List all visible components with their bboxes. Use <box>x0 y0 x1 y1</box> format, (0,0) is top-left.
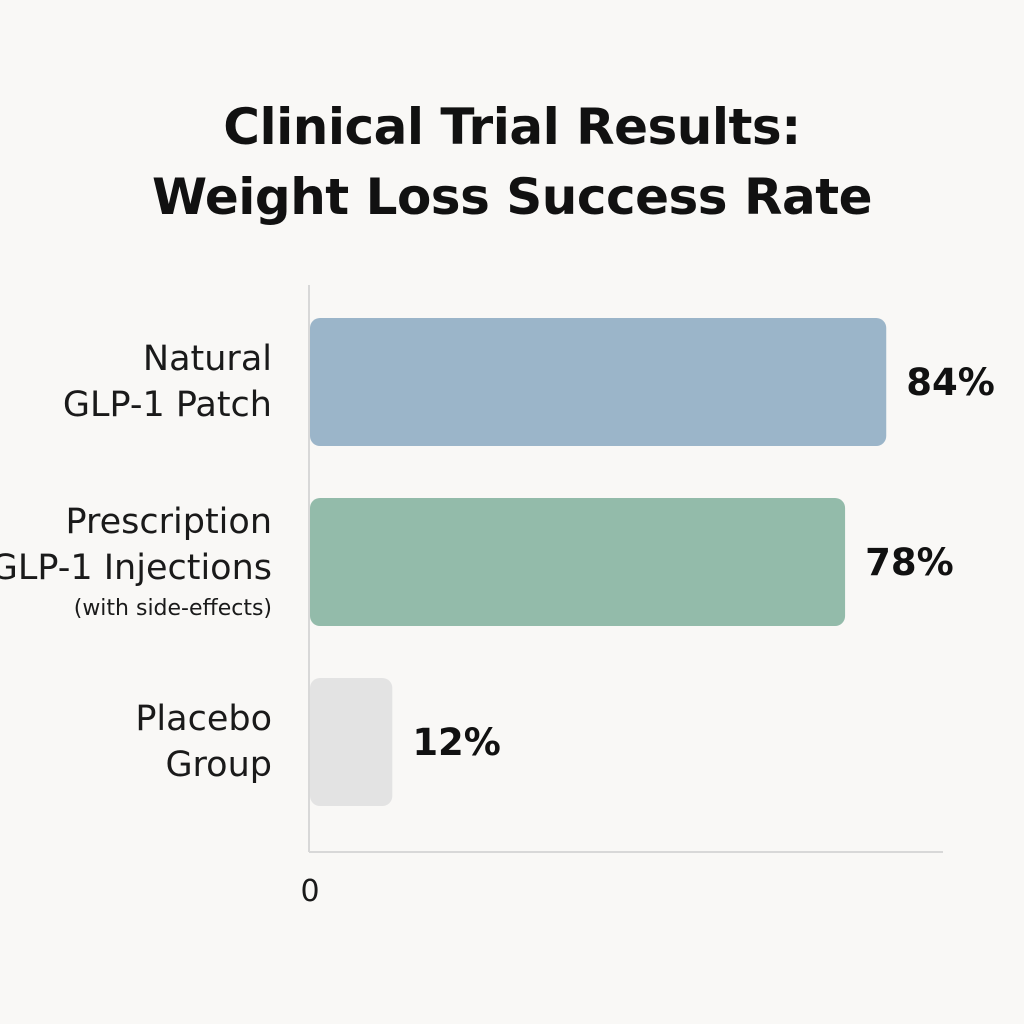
category-label: Group <box>165 745 272 785</box>
chart-title-line-1: Clinical Trial Results: <box>223 98 801 156</box>
bar-value-label: 84% <box>906 361 995 404</box>
bar <box>310 498 846 626</box>
bar-value-label: 12% <box>412 721 501 764</box>
bar <box>310 678 393 806</box>
x-tick-label: 0 <box>300 874 319 909</box>
category-label: Prescription <box>66 502 273 542</box>
category-label: Placebo <box>135 699 272 739</box>
category-label: GLP-1 Injections <box>0 548 272 588</box>
chart-title: Clinical Trial Results: Weight Loss Succ… <box>0 92 1024 232</box>
category-note: (with side-effects) <box>74 596 272 621</box>
bars <box>310 318 887 806</box>
category-label: Natural <box>143 339 272 379</box>
chart-title-line-2: Weight Loss Success Rate <box>151 168 873 226</box>
axes: 0 <box>300 285 943 909</box>
category-label: GLP-1 Patch <box>63 385 272 425</box>
labels: 84% Natural GLP-1 Patch 78% Prescription GLP-… <box>0 339 995 785</box>
bar <box>310 318 887 446</box>
bar-value-label: 78% <box>865 541 954 584</box>
